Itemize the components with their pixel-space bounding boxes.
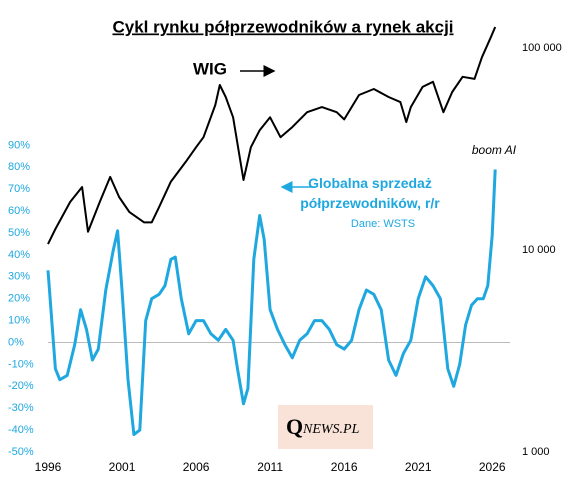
x-tick-label: 2011 (257, 460, 283, 474)
y2-tick-label: 1 000 (522, 446, 550, 458)
x-tick-label: 2021 (405, 460, 432, 474)
y2-tick-label: 10 000 (522, 244, 556, 256)
y-tick-label: -50% (8, 446, 34, 458)
x-tick-label: 2001 (109, 460, 136, 474)
y-tick-label: 40% (8, 249, 30, 261)
y-tick-label: 20% (8, 293, 30, 305)
x-tick-label: 2006 (183, 460, 210, 474)
y-tick-label: 70% (8, 183, 30, 195)
y-tick-label: -10% (8, 358, 34, 370)
y-tick-label: 30% (8, 271, 30, 283)
x-tick-label: 1996 (35, 460, 62, 474)
logo: Q (286, 414, 303, 439)
y-tick-label: 0% (8, 336, 24, 348)
y-tick-label: -30% (8, 402, 34, 414)
series-label: WIG (193, 59, 227, 78)
source: Dane: WSTS (351, 218, 415, 230)
logo-box (278, 405, 373, 449)
x-tick-label: 2016 (331, 460, 358, 474)
series-line (47, 26, 497, 245)
series-label: Globalna sprzedaż półprzewodników, r/r (300, 175, 440, 211)
y2-tick-label: 100 000 (522, 42, 562, 54)
y-tick-label: 80% (8, 161, 30, 173)
y-tick-label: -20% (8, 380, 34, 392)
y-tick-label: 50% (8, 227, 30, 239)
series-line (46, 169, 497, 436)
y-tick-label: 60% (8, 205, 30, 217)
y-tick-label: 90% (8, 139, 30, 151)
logo: NEWS.PL (302, 422, 360, 437)
y-tick-label: -40% (8, 424, 34, 436)
x-tick-label: 2026 (479, 460, 506, 474)
y-tick-label: 10% (8, 315, 30, 327)
annotation: boom AI (472, 143, 517, 157)
chart-title: Cykl rynku półprzewodników a rynek akcji (112, 17, 453, 36)
